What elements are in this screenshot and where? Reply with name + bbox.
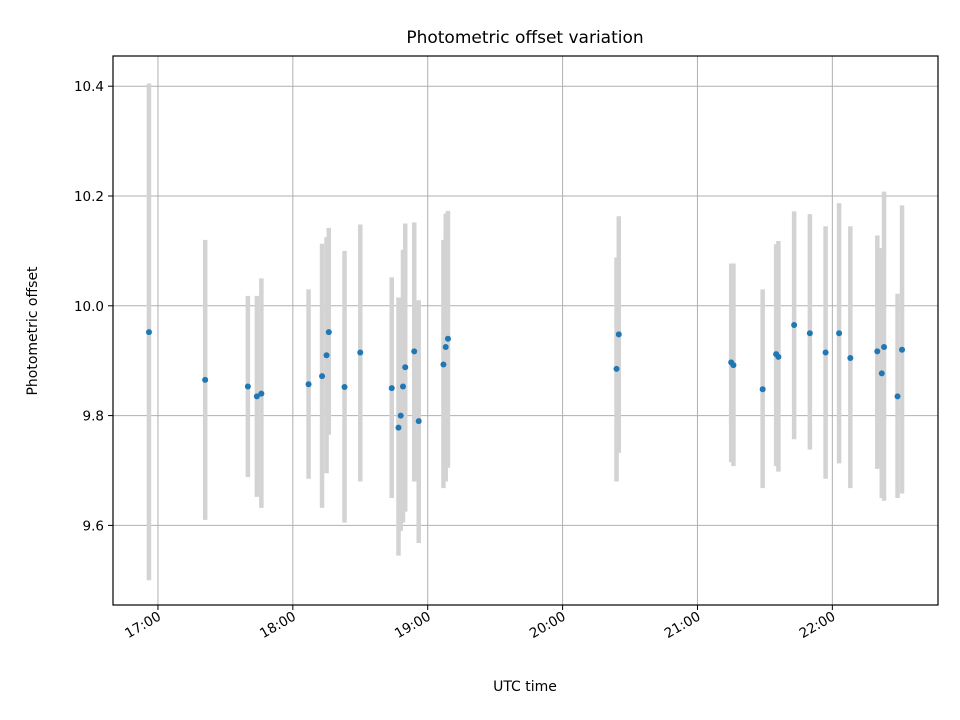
data-point <box>305 381 312 388</box>
data-point <box>881 343 888 350</box>
data-point <box>899 346 906 353</box>
x-axis-label: UTC time <box>493 679 557 695</box>
data-point <box>806 330 813 337</box>
data-point <box>357 349 364 356</box>
grid <box>113 56 938 605</box>
data-point <box>397 412 404 419</box>
data-point <box>791 322 798 329</box>
data-point <box>615 331 622 338</box>
data-point <box>399 383 406 390</box>
data-point <box>411 348 418 355</box>
y-tick-label: 10.4 <box>74 79 104 95</box>
data-point <box>402 364 409 371</box>
y-tick-label: 10.2 <box>74 189 104 205</box>
data-point <box>894 393 901 400</box>
data-point <box>253 393 260 400</box>
data-point <box>323 352 330 359</box>
data-point <box>613 365 620 372</box>
y-tick-label: 10.0 <box>74 299 104 315</box>
plot-frame <box>112 55 939 606</box>
data-point <box>341 384 348 391</box>
data-point <box>415 418 422 425</box>
data-point <box>775 353 782 360</box>
chart-title: Photometric offset variation <box>406 28 643 48</box>
data-point <box>874 348 881 355</box>
data-point <box>440 361 447 368</box>
data-point <box>847 354 854 361</box>
y-tick-label: 9.6 <box>83 518 104 534</box>
data-point <box>822 349 829 356</box>
data-point <box>145 329 152 336</box>
data-point <box>258 390 265 397</box>
data-point <box>878 370 885 377</box>
data-point <box>836 330 843 337</box>
data-points <box>145 322 906 431</box>
data-point <box>730 362 737 369</box>
y-tick-label: 9.8 <box>83 409 104 425</box>
data-point <box>444 335 451 342</box>
y-axis-label: Photometric offset <box>25 266 41 396</box>
data-point <box>395 424 402 431</box>
data-point <box>244 383 251 390</box>
data-point <box>325 329 332 336</box>
data-point <box>202 376 209 383</box>
data-point <box>442 343 449 350</box>
data-point <box>759 386 766 393</box>
data-point <box>319 373 326 380</box>
data-point <box>388 385 395 392</box>
y-axis-ticks: 9.6 9.8 10.0 10.2 10.4 <box>74 79 113 534</box>
